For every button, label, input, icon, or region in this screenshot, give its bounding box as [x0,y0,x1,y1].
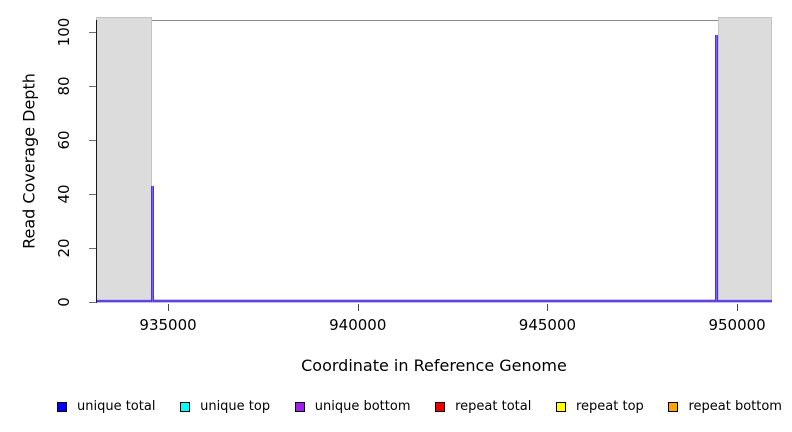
legend-item-repeat-top: repeat top [556,399,644,414]
y-tick-label: 100 [55,17,73,47]
y-tick-label: 20 [55,238,73,258]
y-axis-tick [89,302,96,303]
x-tick-label: 940000 [329,316,387,334]
legend-swatch [57,401,67,412]
masked-region [96,17,153,302]
y-axis-line [96,20,97,303]
y-axis-title: Read Coverage Depth [19,73,39,249]
y-axis-tick [89,193,96,195]
y-tick-label: 60 [55,130,73,150]
x-axis-tick [547,304,549,311]
legend-swatch [435,401,446,412]
plot-area [96,20,772,303]
legend-swatch [180,401,191,412]
legend-item-unique-total: unique total [57,399,155,414]
x-tick-label: 945000 [518,316,577,334]
legend-swatch [668,401,679,412]
legend-label: repeat bottom [688,399,782,414]
legend-label: unique bottom [314,399,411,414]
y-axis-tick [89,139,96,141]
x-tick-label: 950000 [708,316,766,334]
y-tick-label: 40 [55,184,73,204]
y-axis-tick [89,85,96,87]
x-axis-tick [737,304,739,311]
y-tick-label: 0 [55,297,73,307]
x-axis-tick [168,304,170,311]
legend-item-unique-top: unique top [180,399,270,414]
y-axis-tick [89,31,96,33]
masked-region [718,17,772,302]
y-tick-label: 80 [55,76,73,96]
legend-swatch [294,401,305,412]
y-axis-tick [89,247,96,249]
legend-label: unique total [77,399,156,414]
legend-label: unique top [200,399,271,414]
coverage-baseline [96,299,772,303]
x-tick-label: 935000 [139,316,197,334]
x-axis-title: Coordinate in Reference Genome [301,356,567,375]
legend: unique total unique top unique bottom repea… [0,399,792,414]
legend-label: repeat total [455,399,532,414]
coverage-spike [715,34,719,302]
x-axis-tick [357,304,359,311]
legend-item-unique-bottom: unique bottom [294,399,411,414]
legend-swatch [556,401,566,412]
legend-label: repeat top [576,399,644,414]
legend-item-repeat-bottom: repeat bottom [668,399,782,414]
legend-item-repeat-total: repeat total [435,399,531,414]
coverage-spike [151,185,155,302]
